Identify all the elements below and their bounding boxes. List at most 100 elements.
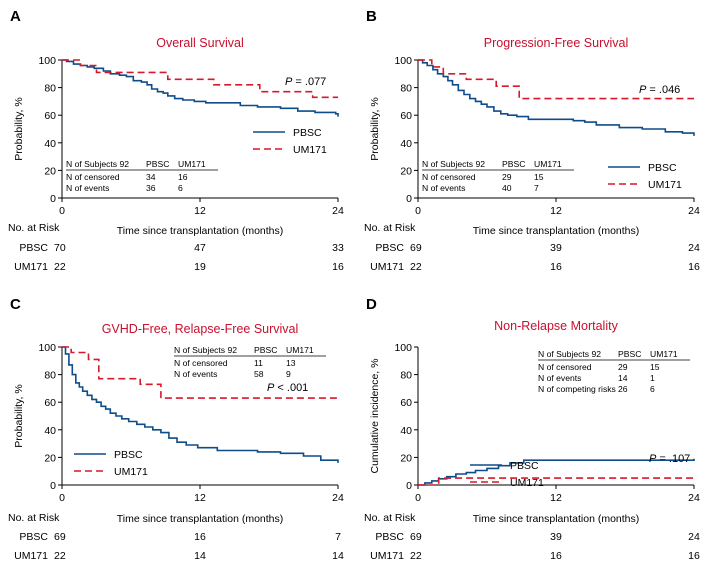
risk-row-name: UM171 [14,261,48,273]
y-tick-label: 80 [400,370,412,382]
x-axis-label: Time since transplantation (months) [117,513,284,525]
summary-table: N of Subjects 92 PBSC UM171 N of censored 29… [538,349,690,394]
y-tick-label: 100 [394,55,412,67]
risk-count-24: 16 [332,261,344,273]
table-header-cell: UM171 [534,159,562,169]
table-cell: 40 [502,183,512,193]
risk-count-12: 14 [194,550,206,562]
table-cell: 1 [650,373,655,383]
table-cell: N of events [174,369,217,379]
table-header-cell: PBSC [502,159,525,169]
risk-count-24: 16 [688,550,700,562]
risk-count-12: 47 [194,242,206,254]
p-number: .046 [659,84,680,96]
table-header-cell: UM171 [650,349,678,359]
risk-row-pbsc: PBSC 69 16 7 [19,531,341,543]
table-cell: 6 [650,384,655,394]
risk-row-um171: UM171 22 19 16 [14,261,344,273]
p-symbol: P [285,76,293,88]
table-cell: N of competing risks [538,384,616,394]
chart-title: Non-Relapse Mortality [494,319,618,333]
table-cell: 15 [534,172,544,182]
y-axis-label: Probability, % [13,384,25,447]
y-tick-label: 20 [44,165,56,177]
y-tick-label: 40 [400,138,412,150]
legend-label: UM171 [648,179,682,191]
p-operator: = [656,453,669,465]
x-tick-label: 12 [550,205,562,217]
y-tick-label: 100 [38,55,56,67]
x-tick-label: 0 [415,205,421,217]
x-tick-label: 24 [332,205,344,217]
p-operator: = [292,76,305,88]
y-axis-label: Probability, % [13,97,25,160]
x-tick-label: 12 [194,492,206,504]
y-tick-label: 40 [44,138,56,150]
p-operator: < [274,382,287,394]
legend-label: PBSC [648,162,677,174]
x-tick-label: 24 [688,205,700,217]
table-cell: 58 [254,369,264,379]
panel-letter: C [10,296,21,313]
p-symbol: P [267,382,275,394]
chart-title: Progression-Free Survival [484,36,629,50]
risk-count-0: 22 [410,261,422,273]
x-axis-label: Time since transplantation (months) [473,513,640,525]
risk-table: No. at Risk PBSC 70 47 33 UM171 22 19 16 [8,222,344,273]
panel-d: D Non-Relapse Mortality 0 20 40 60 80 100 0 12 24 C… [364,296,700,562]
table-header-cell: PBSC [254,345,277,355]
table-cell: N of censored [538,362,592,372]
p-operator: = [646,84,659,96]
summary-table: N of Subjects 92 PBSC UM171 N of censored 11… [174,345,326,379]
legend-label: UM171 [293,144,327,156]
x-tick-label: 24 [688,492,700,504]
risk-table-label: No. at Risk [364,222,416,234]
p-value: P = .046 [639,84,680,96]
table-header-cell: N of Subjects 92 [538,349,601,359]
risk-count-0: 22 [410,550,422,562]
risk-row-name: PBSC [375,242,404,254]
y-tick-label: 20 [44,452,56,464]
p-number: .001 [287,382,308,394]
table-cell: 9 [286,369,291,379]
risk-row-pbsc: PBSC 69 39 24 [375,531,700,543]
table-cell: N of censored [174,358,228,368]
risk-row-um171: UM171 22 16 16 [370,261,700,273]
p-symbol: P [649,453,657,465]
risk-count-0: 22 [54,550,66,562]
risk-count-0: 69 [410,242,422,254]
y-tick-label: 100 [38,342,56,354]
chart-title: Overall Survival [156,36,244,50]
legend-label: PBSC [114,449,143,461]
risk-count-0: 70 [54,242,66,254]
y-tick-label: 0 [50,193,56,205]
y-tick-label: 0 [50,480,56,492]
p-value: P = .077 [285,76,326,88]
x-tick-label: 24 [332,492,344,504]
p-symbol: P [639,84,647,96]
table-cell: 7 [534,183,539,193]
risk-count-12: 16 [194,531,206,543]
table-cell: 14 [618,373,628,383]
table-cell: N of censored [66,172,120,182]
panel-a: A Overall Survival 0 20 40 60 80 100 0 12 24 Probab… [8,8,344,273]
risk-count-12: 19 [194,261,206,273]
risk-row-name: UM171 [370,550,404,562]
table-cell: 36 [146,183,156,193]
y-tick-label: 80 [400,83,412,95]
legend-label: PBSC [510,460,539,472]
risk-count-24: 16 [688,261,700,273]
risk-row-um171: UM171 22 14 14 [14,550,344,562]
risk-row-pbsc: PBSC 70 47 33 [19,242,344,254]
risk-table-label: No. at Risk [8,512,60,524]
risk-count-12: 39 [550,242,562,254]
table-cell: 6 [178,183,183,193]
y-tick-label: 60 [44,397,56,409]
y-axis-label: Cumulative incidence, % [369,359,381,474]
risk-count-0: 69 [54,531,66,543]
table-cell: N of events [538,373,581,383]
series-line-pbsc [62,59,339,117]
risk-table-label: No. at Risk [8,222,60,234]
risk-count-24: 7 [335,531,341,543]
panel-c: C GVHD-Free, Relapse-Free Survival 0 20 40 60… [8,296,344,562]
